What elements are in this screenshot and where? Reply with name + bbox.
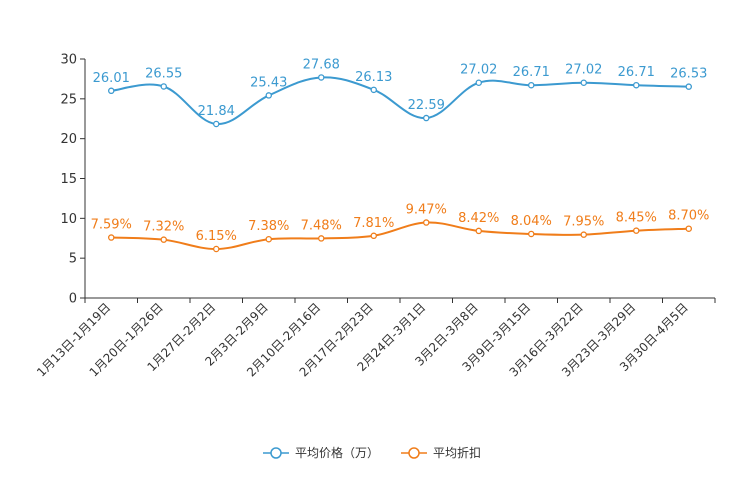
legend-price-marker-icon xyxy=(262,446,289,459)
y-tick-label: 15 xyxy=(60,172,77,187)
series-0-data-label: 27.02 xyxy=(460,63,497,78)
series-0-data-label: 26.55 xyxy=(145,66,182,81)
series-1-point[interactable] xyxy=(108,234,115,241)
legend-item-price[interactable]: 平均价格（万） xyxy=(262,444,379,461)
series-0-point[interactable] xyxy=(370,86,377,94)
series-0-point[interactable] xyxy=(265,92,272,99)
series-1-data-label: 8.04% xyxy=(511,214,552,229)
y-tick-label: 10 xyxy=(60,212,77,227)
series-1-data-label: 6.15% xyxy=(196,229,237,244)
series-0-point[interactable] xyxy=(212,120,220,128)
series-1-data-label: 7.32% xyxy=(143,220,184,235)
series-1-point[interactable] xyxy=(475,227,482,235)
y-tick-label: 20 xyxy=(60,132,77,147)
legend-discount-marker-icon xyxy=(401,446,427,459)
series-0-data-label: 21.84 xyxy=(198,104,235,119)
series-0-point[interactable] xyxy=(108,87,115,95)
series-0-point[interactable] xyxy=(685,83,693,90)
series-0-data-label: 26.53 xyxy=(670,67,707,82)
series-1-data-label: 7.95% xyxy=(563,215,604,230)
series-line-1 xyxy=(111,221,689,251)
series-0-data-label: 27.02 xyxy=(565,63,602,78)
series-0-data-label: 26.01 xyxy=(93,71,130,86)
series-0-point[interactable] xyxy=(422,114,430,122)
series-1-point[interactable] xyxy=(633,227,640,234)
series-1-point[interactable] xyxy=(265,235,272,243)
series-0-point[interactable] xyxy=(160,83,167,90)
series-1-data-label: 8.42% xyxy=(458,211,499,226)
series-1-data-label: 8.45% xyxy=(616,211,657,226)
series-1-point[interactable] xyxy=(528,230,535,238)
series-1-point[interactable] xyxy=(685,225,693,232)
series-0-data-label: 22.59 xyxy=(408,98,445,113)
series-1-data-label: 7.48% xyxy=(301,218,342,233)
series-0-point[interactable] xyxy=(317,74,325,81)
series-1-data-label: 7.81% xyxy=(353,216,394,231)
y-tick-label: 5 xyxy=(69,252,77,267)
series-0-point[interactable] xyxy=(475,79,482,86)
legend: 平均价格（万） 平均折扣 xyxy=(0,444,744,461)
legend-price-label: 平均价格（万） xyxy=(294,446,379,460)
series-0-data-label: 26.71 xyxy=(618,65,655,80)
series-1-data-label: 9.47% xyxy=(406,203,447,218)
series-1-point[interactable] xyxy=(160,236,167,243)
y-tick-label: 30 xyxy=(60,53,77,68)
series-0-data-label: 26.71 xyxy=(513,65,550,80)
legend-item-discount[interactable]: 平均折扣 xyxy=(401,444,481,461)
series-1-point[interactable] xyxy=(422,219,430,226)
series-1-data-label: 8.70% xyxy=(668,209,709,224)
series-0-data-label: 26.13 xyxy=(355,70,392,85)
series-0-point[interactable] xyxy=(633,81,640,89)
series-1-data-label: 7.38% xyxy=(248,219,289,234)
series-1-point[interactable] xyxy=(580,231,588,238)
series-0-point[interactable] xyxy=(528,81,535,89)
y-tick-label: 25 xyxy=(60,92,77,107)
series-0-data-label: 25.43 xyxy=(250,75,287,90)
y-tick-label: 0 xyxy=(69,292,77,307)
legend-discount-label: 平均折扣 xyxy=(433,446,482,460)
series-1-point[interactable] xyxy=(370,232,377,240)
series-1-point[interactable] xyxy=(212,245,220,253)
series-0-point[interactable] xyxy=(580,79,588,86)
series-1-point[interactable] xyxy=(317,235,325,242)
series-1-data-label: 7.59% xyxy=(91,218,132,233)
series-0-data-label: 27.68 xyxy=(303,57,340,72)
